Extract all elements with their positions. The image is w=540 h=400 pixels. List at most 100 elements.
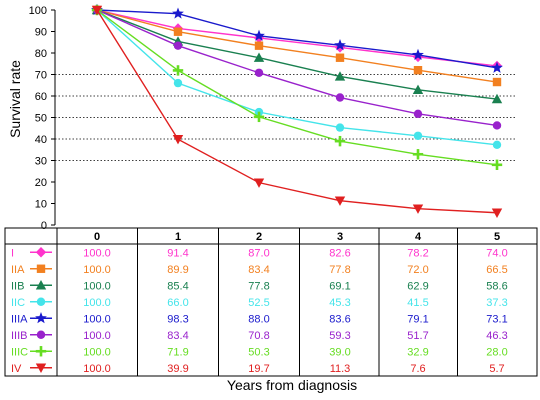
series-line-IIIA bbox=[96, 9, 498, 69]
legend-label-IIB: IIB bbox=[11, 280, 24, 292]
legend-label-IIA: IIA bbox=[11, 264, 25, 276]
y-tick-label-100: 100 bbox=[29, 5, 47, 17]
y-tick-label-80: 80 bbox=[35, 48, 47, 60]
data-label-I-0: 100.0 bbox=[83, 247, 111, 259]
point-IIA-1 bbox=[173, 27, 183, 36]
data-label-IIIC-1: 71.9 bbox=[167, 346, 188, 358]
point-IIIB-3 bbox=[335, 93, 345, 102]
point-IIIA-1 bbox=[172, 7, 184, 19]
data-label-IIIA-3: 83.6 bbox=[329, 313, 350, 325]
point-IIA-5 bbox=[492, 77, 502, 87]
legend-marker-IIC bbox=[36, 297, 46, 306]
point-IIA-3 bbox=[335, 53, 345, 62]
point-IV-3 bbox=[334, 196, 346, 206]
y-tick-label-20: 20 bbox=[35, 177, 47, 189]
data-label-IIA-4: 72.0 bbox=[407, 264, 428, 276]
data-label-I-2: 87.0 bbox=[248, 247, 269, 259]
legend-marker-IIIB bbox=[36, 330, 46, 339]
table-border bbox=[4, 227, 538, 377]
data-label-IIC-0: 100.0 bbox=[83, 297, 111, 309]
legend-marker-IV bbox=[35, 363, 47, 373]
series-line-IIC bbox=[96, 9, 498, 146]
point-IIIA-4 bbox=[412, 48, 424, 60]
point-IIB-4 bbox=[412, 84, 424, 94]
data-label-IIC-4: 41.5 bbox=[407, 297, 428, 309]
y-tick-label-50: 50 bbox=[35, 113, 47, 125]
data-label-IIB-1: 85.4 bbox=[167, 280, 188, 292]
data-label-IV-2: 19.7 bbox=[248, 363, 269, 375]
point-IIIA-5 bbox=[491, 61, 503, 73]
y-tick-label-70: 70 bbox=[35, 70, 47, 82]
data-label-IIIC-5: 28.0 bbox=[486, 346, 507, 358]
data-label-IIB-5: 58.6 bbox=[486, 280, 507, 292]
point-IIC-1 bbox=[173, 78, 183, 88]
data-label-IIA-5: 66.5 bbox=[486, 264, 507, 276]
data-label-IIIB-4: 51.7 bbox=[407, 330, 428, 342]
data-label-IIC-3: 45.3 bbox=[329, 297, 350, 309]
series-line-IIB bbox=[96, 9, 498, 100]
point-IIA-4 bbox=[413, 66, 423, 75]
legend-marker-I bbox=[35, 247, 47, 258]
data-label-IIB-2: 77.8 bbox=[248, 280, 269, 292]
point-IIIC-2 bbox=[253, 111, 265, 123]
y-tick-label-60: 60 bbox=[35, 91, 47, 103]
data-label-I-4: 78.2 bbox=[407, 247, 428, 259]
legend-marker-IIB bbox=[35, 280, 47, 290]
legend-label-IIIB: IIIB bbox=[11, 330, 28, 342]
data-label-IIIA-0: 100.0 bbox=[83, 313, 111, 325]
point-IIC-3 bbox=[335, 123, 345, 132]
point-IIIA-2 bbox=[253, 29, 265, 41]
data-label-IIIB-0: 100.0 bbox=[83, 330, 111, 342]
legend-label-IIIA: IIIA bbox=[11, 313, 28, 325]
data-label-IIIC-2: 50.3 bbox=[248, 346, 269, 358]
x-tick-label-1: 1 bbox=[175, 231, 181, 243]
legend-label-IV: IV bbox=[11, 363, 22, 375]
data-label-IIIA-4: 79.1 bbox=[407, 313, 428, 325]
x-tick-label-2: 2 bbox=[256, 231, 262, 243]
data-label-IIIA-5: 73.1 bbox=[486, 313, 507, 325]
point-IIB-2 bbox=[253, 52, 265, 62]
point-IIC-5 bbox=[492, 140, 502, 150]
y-tick-label-90: 90 bbox=[35, 27, 47, 39]
legend-label-IIC: IIC bbox=[11, 297, 25, 309]
data-label-IIC-1: 66.0 bbox=[167, 297, 188, 309]
legend-marker-IIIA bbox=[35, 312, 47, 324]
point-IIIC-1 bbox=[172, 65, 184, 76]
series-line-IIIB bbox=[96, 9, 498, 127]
data-label-IIIB-3: 59.3 bbox=[329, 330, 350, 342]
data-label-IIA-2: 83.4 bbox=[248, 264, 269, 276]
point-IIC-4 bbox=[413, 131, 423, 140]
data-label-IV-3: 11.3 bbox=[330, 363, 351, 375]
point-IIIB-5 bbox=[492, 121, 502, 130]
data-label-IIIB-2: 70.8 bbox=[248, 330, 269, 342]
data-label-IIIC-4: 32.9 bbox=[407, 346, 428, 358]
x-tick-label-5: 5 bbox=[494, 231, 500, 243]
legend-label-IIIC: IIIC bbox=[11, 346, 28, 358]
point-IIB-5 bbox=[491, 93, 503, 104]
data-label-IIA-1: 89.9 bbox=[167, 264, 188, 276]
point-IIIB-1 bbox=[173, 41, 183, 50]
data-label-I-3: 82.6 bbox=[329, 247, 350, 259]
series-line-IIA bbox=[96, 9, 498, 83]
data-label-IIB-0: 100.0 bbox=[83, 280, 111, 292]
point-IV-2 bbox=[253, 178, 265, 188]
y-tick-label-10: 10 bbox=[35, 199, 47, 211]
point-IIIC-3 bbox=[334, 135, 346, 147]
point-IV-5 bbox=[491, 208, 503, 218]
point-IIB-3 bbox=[334, 71, 346, 81]
data-label-IIB-3: 69.1 bbox=[329, 280, 350, 292]
data-table: 0 1 2 3 4 5 I 100.0 91.4 87.0 82.6 78.2 74.0 IIA 100.0… bbox=[4, 227, 538, 377]
data-label-IIC-5: 37.3 bbox=[486, 297, 507, 309]
point-IV-1 bbox=[172, 135, 184, 145]
data-label-IV-5: 5.7 bbox=[489, 363, 504, 375]
data-label-IIIC-0: 100.0 bbox=[83, 346, 111, 358]
x-tick-label-4: 4 bbox=[415, 231, 422, 243]
point-IIIC-5 bbox=[491, 159, 503, 170]
legend-label-I: I bbox=[11, 247, 14, 259]
y-tick-label-30: 30 bbox=[35, 156, 47, 168]
data-label-IIIC-3: 39.0 bbox=[329, 346, 350, 358]
point-IIIB-4 bbox=[413, 109, 423, 119]
point-IIIB-2 bbox=[254, 68, 264, 77]
plot-area: 0 10 20 30 40 50 60 70 80 90 100 bbox=[29, 3, 515, 232]
